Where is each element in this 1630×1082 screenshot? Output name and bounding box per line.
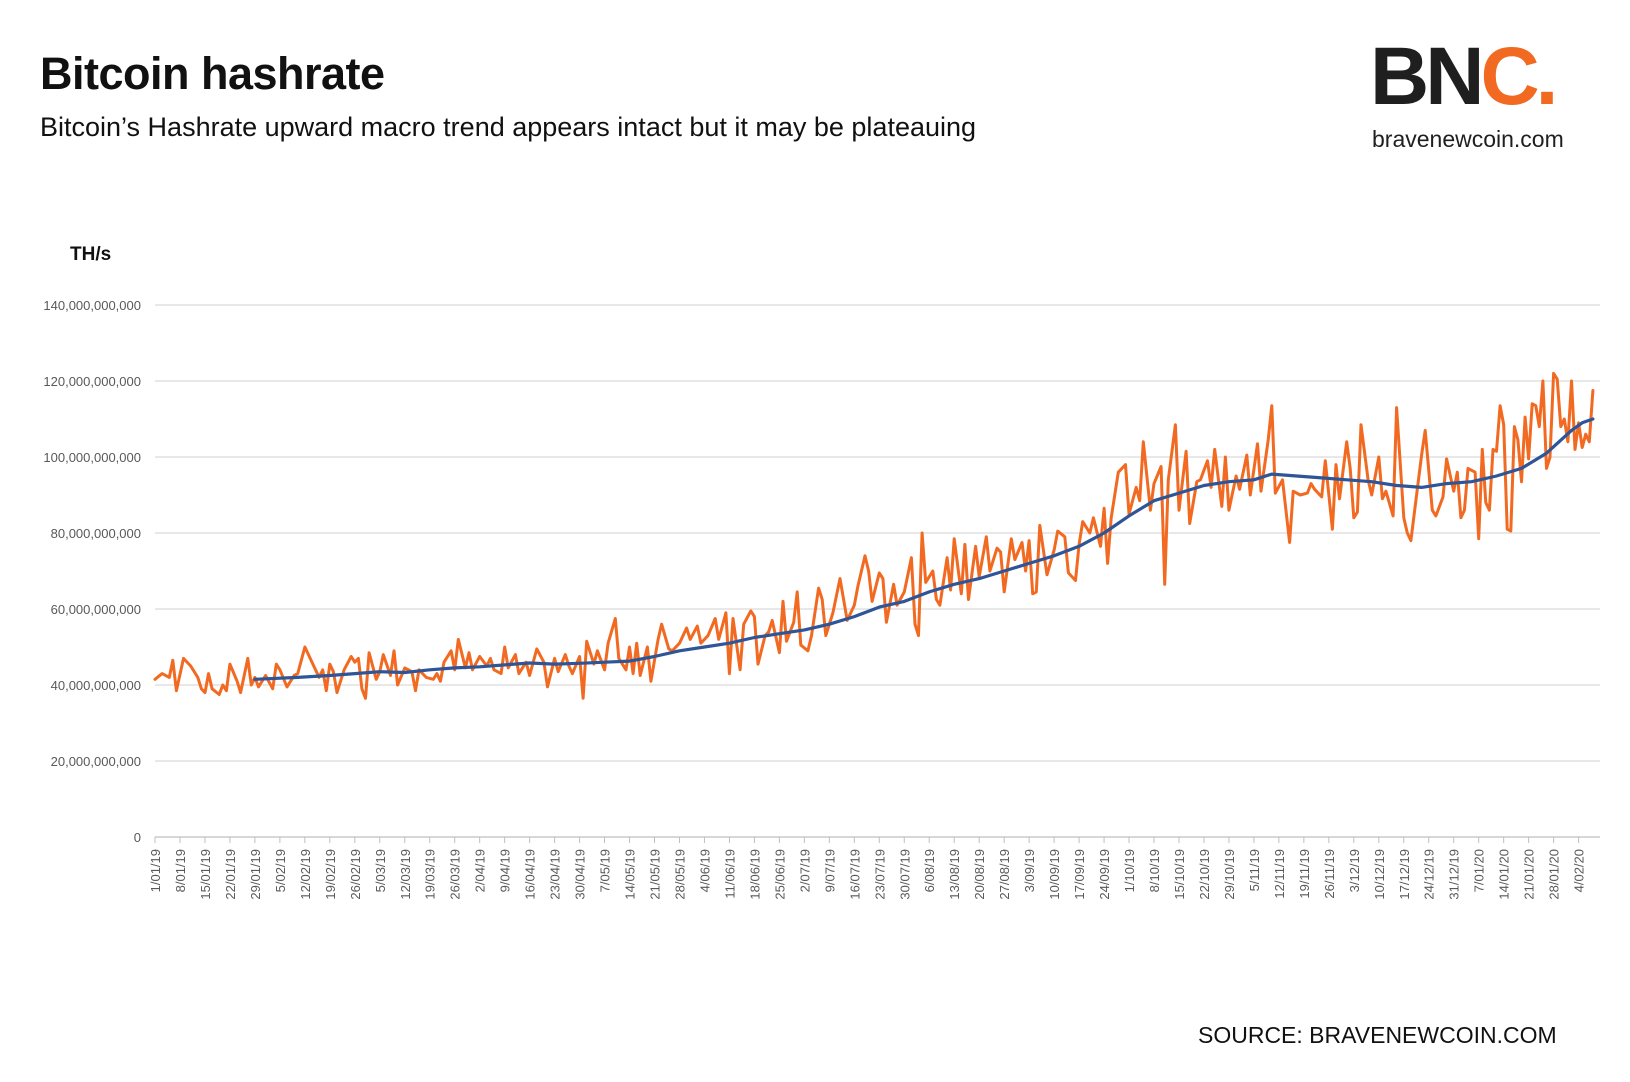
x-tick-label: 4/02/20 [1572,849,1587,892]
x-tick-label: 14/01/20 [1497,849,1512,900]
x-tick-label: 15/10/19 [1172,849,1187,900]
x-tick-label: 27/08/19 [997,849,1012,900]
brand-logo: BNC. bravenewcoin.com [1370,36,1600,156]
chart-subtitle: Bitcoin’s Hashrate upward macro trend ap… [40,112,977,142]
logo-mark-bn: BN [1370,31,1484,122]
x-tick-label: 16/07/19 [847,849,862,900]
x-tick-label: 13/08/19 [947,849,962,900]
x-tick-label: 8/01/19 [173,849,188,892]
x-tick-label: 28/01/20 [1547,849,1562,900]
grid-lines [155,304,1600,838]
x-tick-label: 19/11/19 [1297,849,1312,899]
logo-mark-c: C. [1480,31,1558,122]
x-tick-label: 30/04/19 [573,849,588,900]
x-tick-label: 12/02/19 [298,849,313,900]
x-tick-label: 3/12/19 [1347,849,1362,892]
x-tick-label: 26/11/19 [1322,849,1337,899]
x-tick-label: 6/08/19 [922,849,937,892]
x-tick-label: 9/04/19 [498,849,513,892]
x-tick-label: 29/10/19 [1222,849,1237,900]
x-tick-label: 5/11/19 [1247,849,1262,891]
x-tick-label: 3/09/19 [1022,849,1037,892]
x-tick-label: 1/01/19 [148,849,163,892]
y-tick-labels: 0 20,000,000,000 40,000,000,000 60,000,000,… [43,298,141,845]
x-tick-label: 30/07/19 [897,849,912,900]
x-tick-label: 5/02/19 [273,849,288,892]
x-tick-label: 19/03/19 [423,849,438,900]
y-axis-unit-label: TH/s [70,244,112,265]
x-tick-label: 15/01/19 [198,849,213,900]
x-tick-label: 14/05/19 [623,849,638,900]
x-tick-label: 22/10/19 [1197,849,1212,900]
x-tick-label: 8/10/19 [1147,849,1162,892]
x-tick-label: 21/01/20 [1522,849,1537,900]
x-tick-label: 10/09/19 [1047,849,1062,900]
x-tick-label: 2/04/19 [473,849,488,892]
chart-title: Bitcoin hashrate [40,48,385,99]
logo-url: bravenewcoin.com [1372,126,1564,152]
x-tick-label: 21/05/19 [648,849,663,900]
x-tick-label: 12/03/19 [398,849,413,900]
x-tick-label: 2/07/19 [797,849,812,892]
series-lines [153,371,1595,700]
x-tick-label: 22/01/19 [223,849,238,900]
x-tick-label: 28/05/19 [672,849,687,900]
x-tick-label: 16/04/19 [523,849,538,900]
x-tick-label: 26/03/19 [448,849,463,900]
y-tick-label: 80,000,000,000 [51,526,141,541]
x-tick-label: 12/11/19 [1272,849,1287,899]
y-tick-label: 100,000,000,000 [43,450,141,465]
logo-mark: BNC. [1370,36,1558,118]
source-note: SOURCE: BRAVENEWCOIN.COM [1198,1022,1557,1048]
x-tick-label: 23/07/19 [872,849,887,900]
x-tick-label: 18/06/19 [747,849,762,900]
x-tick-label: 4/06/19 [697,849,712,892]
y-tick-label: 20,000,000,000 [51,754,141,769]
x-tick-label: 24/09/19 [1097,849,1112,900]
x-tick-label: 1/10/19 [1122,849,1137,892]
x-tick-label: 17/09/19 [1072,849,1087,900]
x-tick-label: 10/12/19 [1372,849,1387,900]
x-tick-label: 5/03/19 [373,849,388,892]
x-tick-label: 19/02/19 [323,849,338,900]
y-tick-label: 140,000,000,000 [43,298,141,313]
x-tick-label: 31/12/19 [1447,849,1462,900]
y-tick-label: 60,000,000,000 [51,602,141,617]
y-tick-label: 120,000,000,000 [43,374,141,389]
x-tick-label: 25/06/19 [772,849,787,900]
x-tick-label: 17/12/19 [1397,849,1412,900]
daily-hashrate-line [153,371,1595,700]
moving-average-line [253,417,1595,681]
x-tick-label: 26/02/19 [348,849,363,900]
y-tick-label: 40,000,000,000 [51,678,141,693]
x-tick-label: 11/06/19 [722,849,737,899]
x-tick-labels: 1/01/19 8/01/19 15/01/19 22/01/19 29/01/19 5/… [148,837,1587,900]
x-tick-label: 29/01/19 [248,849,263,900]
x-tick-label: 7/05/19 [598,849,613,892]
x-tick-label: 7/01/20 [1472,849,1487,892]
x-tick-label: 23/04/19 [548,849,563,900]
x-tick-label: 24/12/19 [1422,849,1437,900]
x-tick-label: 9/07/19 [822,849,837,892]
y-tick-label: 0 [134,830,141,845]
x-tick-label: 20/08/19 [972,849,987,900]
